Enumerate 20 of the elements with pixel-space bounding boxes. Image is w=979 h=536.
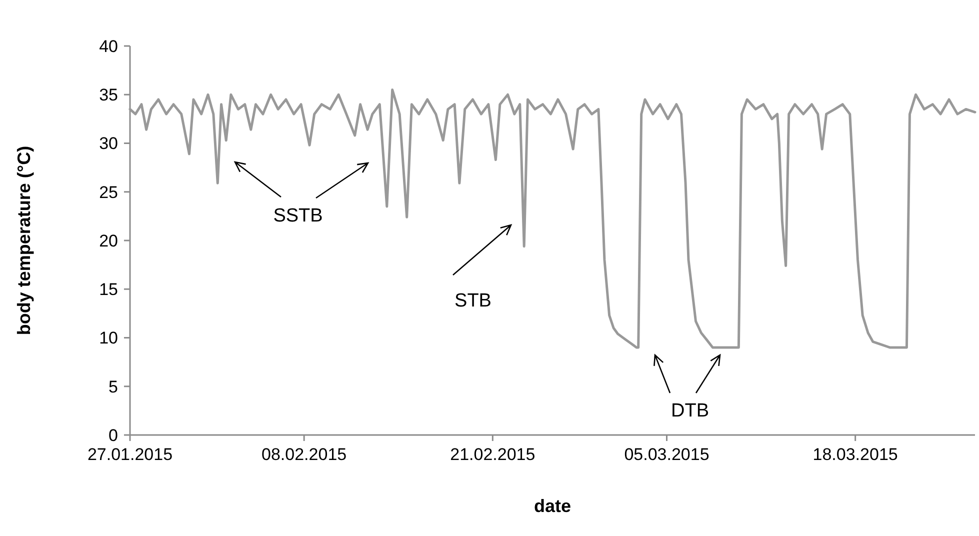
y-tick-label: 0 [108, 426, 118, 445]
y-tick-label: 35 [99, 86, 118, 105]
y-tick-label: 10 [99, 328, 118, 348]
y-tick-label: 15 [99, 280, 118, 300]
annotation: STB [454, 290, 492, 312]
line-series [128, 88, 976, 349]
y-tick-label: 25 [99, 182, 118, 202]
x-tick-label: 08.02.2015 [262, 445, 347, 464]
annotation: DTB [671, 400, 709, 422]
y-tick-label: 5 [108, 377, 118, 396]
x-tick-label: 18.03.2015 [812, 445, 898, 464]
y-tick-label: 40 [99, 36, 118, 56]
y-axis-title: body temperature (°C) [14, 146, 34, 336]
x-axis-title: date [534, 496, 572, 516]
y-tick-label: 30 [99, 134, 118, 154]
x-tick-label: 05.03.2015 [624, 445, 710, 464]
x-tick-label: 27.01.2015 [87, 445, 173, 464]
x-tick-label: 21.02.2015 [450, 445, 536, 464]
y-tick-label: 20 [99, 231, 118, 250]
annotation: SSTB [273, 206, 323, 227]
